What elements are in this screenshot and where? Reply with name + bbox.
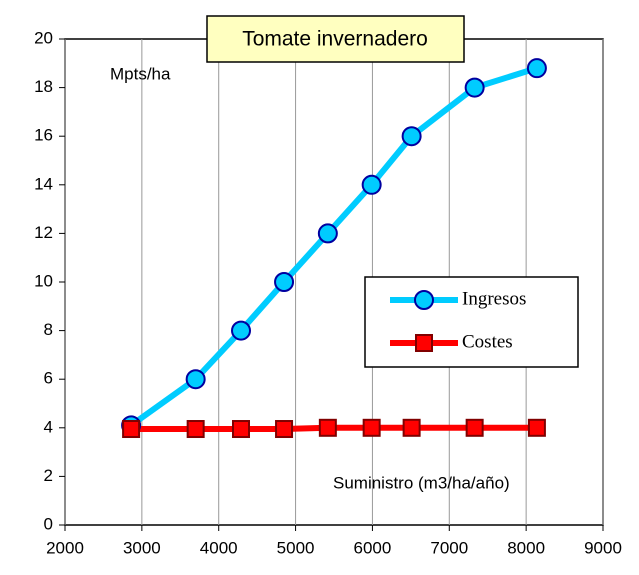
x-tick-label: 4000	[200, 538, 238, 557]
marker	[526, 58, 547, 79]
y-tick-label: 18	[34, 77, 53, 96]
y-tick-label: 20	[34, 28, 53, 47]
marker	[317, 223, 338, 244]
x-tick-label: 3000	[123, 538, 161, 557]
marker	[274, 272, 295, 292]
marker	[318, 418, 337, 437]
marker	[415, 334, 433, 352]
legend-label: Costes	[462, 331, 513, 352]
marker	[402, 418, 421, 437]
legend-label: Ingresos	[462, 288, 526, 309]
y-tick-label: 10	[34, 271, 53, 290]
legend-box	[364, 276, 579, 368]
marker	[122, 420, 141, 439]
y-axis-label: Mpts/ha	[110, 64, 171, 83]
y-tick-label: 8	[44, 320, 53, 339]
marker	[361, 174, 382, 195]
marker	[465, 418, 484, 437]
plot: 2000 3000 4000 5000 6000 7000 8000 9000 0 2 4 6 8 10 1…	[34, 28, 622, 557]
y-tick-label: 4	[44, 417, 53, 436]
legend: Ingresos Costes	[390, 288, 526, 352]
marker	[401, 126, 422, 147]
marker	[362, 418, 381, 437]
marker	[232, 420, 251, 439]
y-tick-label: 0	[44, 514, 53, 533]
x-tick-label: 8000	[507, 538, 545, 557]
title-box	[206, 15, 465, 63]
chart-title: Tomate invernadero	[242, 28, 428, 51]
marker	[275, 420, 294, 439]
marker	[414, 290, 434, 310]
marker	[231, 320, 252, 341]
y-tick-label: 14	[34, 174, 53, 193]
marker	[186, 420, 205, 439]
x-tick-label: 5000	[277, 538, 315, 557]
x-tick-label: 6000	[354, 538, 392, 557]
y-tick-label: 6	[44, 369, 53, 388]
y-tick-label: 12	[34, 223, 53, 242]
x-tick-label: 9000	[584, 538, 622, 557]
marker	[185, 369, 206, 390]
marker	[464, 77, 485, 98]
x-tick-label: 7000	[430, 538, 468, 557]
x-axis-label: Suministro (m3/ha/año)	[333, 473, 510, 492]
y-tick-label: 16	[34, 126, 53, 145]
x-tick-label: 2000	[46, 538, 84, 557]
marker	[527, 418, 546, 437]
y-tick-label: 2	[44, 466, 53, 485]
